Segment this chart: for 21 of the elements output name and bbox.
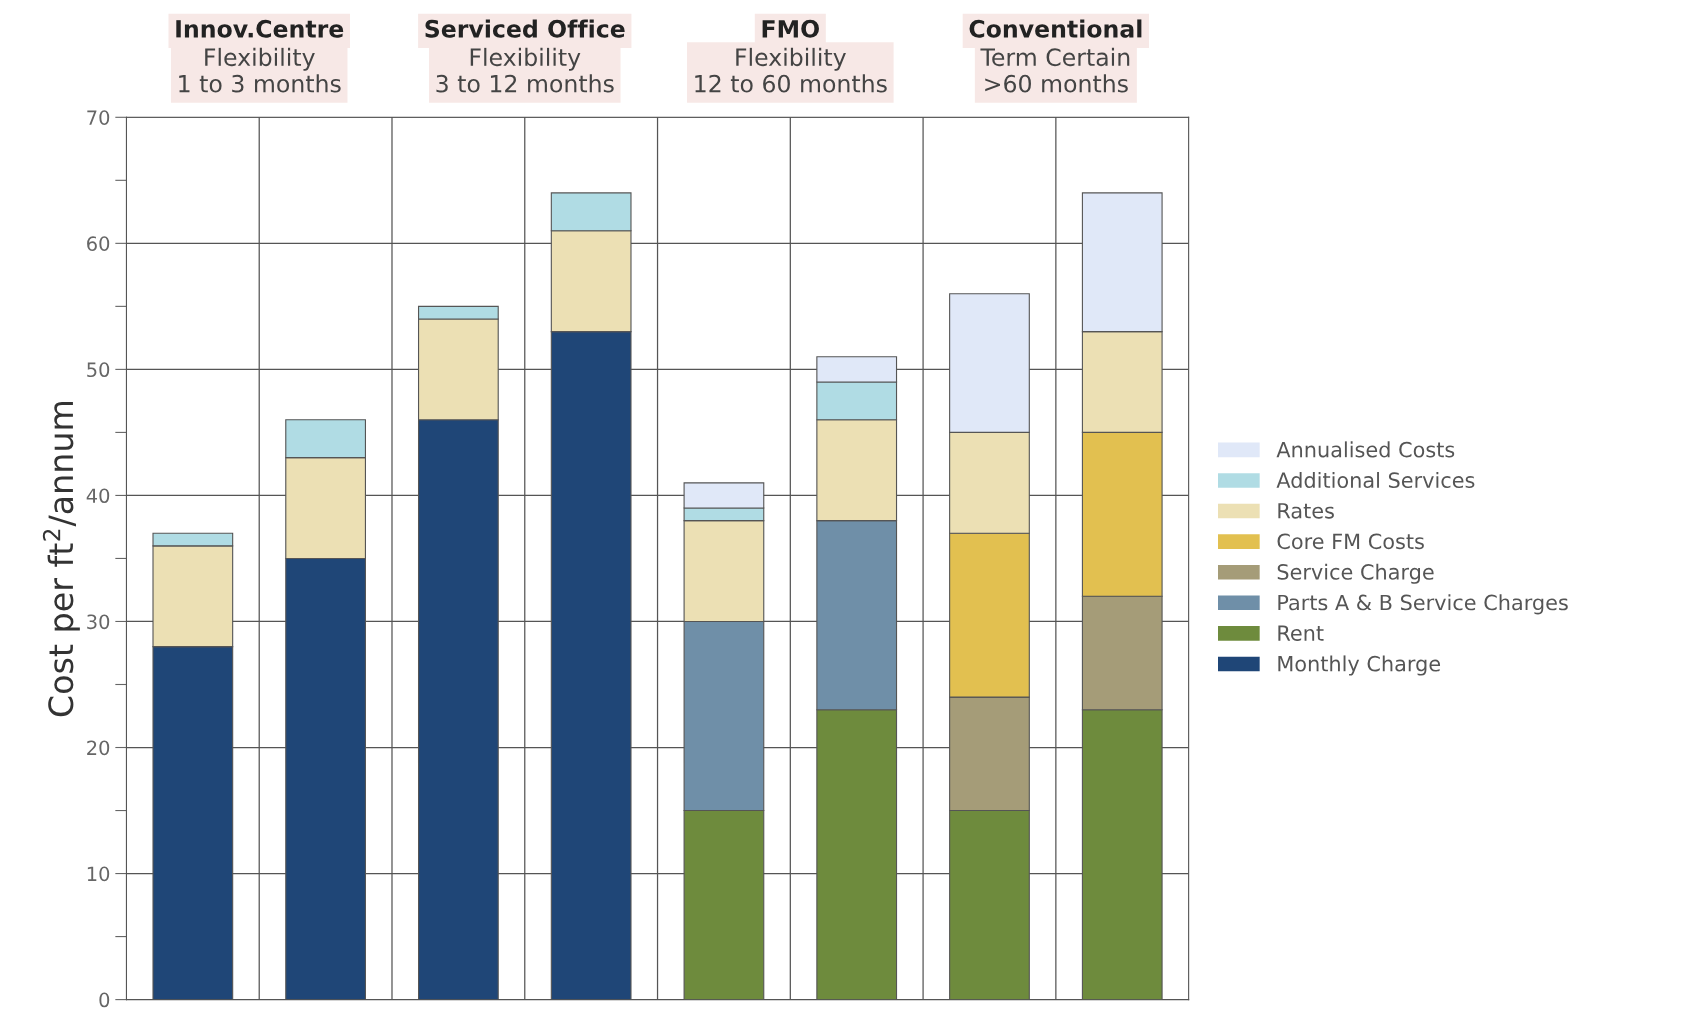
y-axis-title: Cost per ft$^{2}$/annum <box>42 401 80 717</box>
legend-label: Parts A & B Service Charges <box>1278 594 1568 615</box>
legend-label: Monthly Charge <box>1278 655 1441 676</box>
legend-label: Service Charge <box>1277 563 1434 584</box>
y-tick-label: 20 <box>87 740 110 756</box>
text: FMO Flexibility 12 to 60 months <box>695 19 887 93</box>
y-tick-label: 60 <box>87 236 110 252</box>
legend-label: Additional Services <box>1276 471 1475 489</box>
legend-label: Rates <box>1278 503 1334 519</box>
text: Conventional Term Certain >60 months <box>969 19 1142 93</box>
text: Innov.Centre Flexibility 1 to 3 months <box>176 19 344 93</box>
legend-label: Core FM Costs <box>1277 533 1424 550</box>
legend-label: Annualised Costs <box>1276 441 1455 458</box>
y-tick-label: 0 <box>99 992 110 1008</box>
y-tick-label: 50 <box>87 362 110 378</box>
y-tick-label: 40 <box>86 488 110 504</box>
legend-label: Rent <box>1278 625 1324 641</box>
y-tick-label: 30 <box>87 614 110 630</box>
y-tick-label: 70 <box>87 110 110 125</box>
y-tick-label: 10 <box>87 866 110 882</box>
text: Serviced Office Flexibility 3 to 12 months <box>425 19 625 93</box>
